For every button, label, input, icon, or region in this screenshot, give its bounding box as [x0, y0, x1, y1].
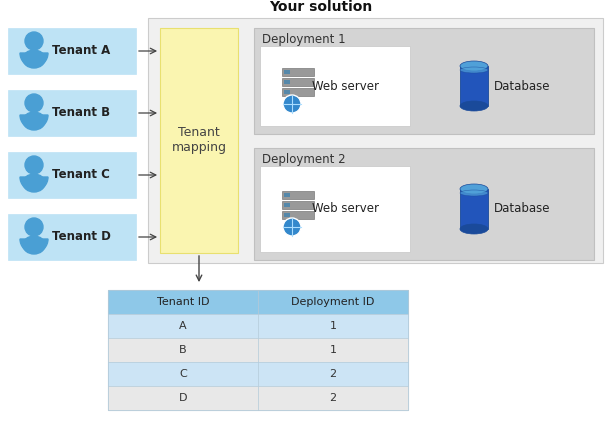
- Ellipse shape: [460, 184, 488, 194]
- Bar: [8, 28, 136, 74]
- Circle shape: [25, 32, 43, 50]
- Bar: [260, 46, 410, 126]
- Wedge shape: [20, 115, 48, 129]
- Ellipse shape: [460, 61, 488, 71]
- Text: Database: Database: [494, 202, 551, 215]
- Text: Tenant B: Tenant B: [52, 106, 110, 120]
- Bar: [108, 290, 408, 410]
- Circle shape: [25, 94, 43, 112]
- Bar: [8, 152, 136, 198]
- Circle shape: [25, 156, 43, 174]
- Text: Web server: Web server: [312, 202, 378, 215]
- Ellipse shape: [23, 174, 45, 192]
- Text: Database: Database: [494, 79, 551, 93]
- Text: Your solution: Your solution: [269, 0, 373, 14]
- Bar: [258, 338, 408, 362]
- Bar: [108, 386, 258, 410]
- Text: 2: 2: [329, 393, 337, 403]
- Ellipse shape: [460, 224, 488, 234]
- Bar: [282, 191, 314, 199]
- Text: 1: 1: [329, 345, 337, 355]
- Bar: [108, 314, 258, 338]
- Text: 1: 1: [329, 321, 337, 331]
- Bar: [460, 66, 488, 106]
- Ellipse shape: [460, 190, 488, 196]
- Bar: [284, 90, 290, 94]
- Bar: [258, 362, 408, 386]
- Bar: [148, 18, 603, 263]
- Ellipse shape: [460, 67, 488, 73]
- Text: A: A: [179, 321, 187, 331]
- Bar: [160, 28, 238, 253]
- Text: Deployment ID: Deployment ID: [291, 297, 375, 307]
- Bar: [282, 201, 314, 209]
- Wedge shape: [20, 239, 48, 253]
- Bar: [258, 386, 408, 410]
- Bar: [284, 70, 290, 74]
- Bar: [108, 290, 258, 314]
- Bar: [258, 290, 408, 314]
- Circle shape: [283, 218, 301, 236]
- Bar: [254, 148, 594, 260]
- Ellipse shape: [460, 101, 488, 111]
- Circle shape: [283, 95, 301, 113]
- Bar: [108, 362, 258, 386]
- Wedge shape: [20, 177, 48, 191]
- Text: Web server: Web server: [312, 79, 378, 93]
- Bar: [282, 68, 314, 76]
- Bar: [260, 166, 410, 252]
- Bar: [282, 88, 314, 96]
- Bar: [282, 211, 314, 219]
- Bar: [8, 90, 136, 136]
- Text: D: D: [179, 393, 187, 403]
- Text: Tenant D: Tenant D: [52, 230, 111, 244]
- Bar: [108, 338, 258, 362]
- Bar: [282, 78, 314, 86]
- Text: Deployment 2: Deployment 2: [262, 154, 346, 166]
- Circle shape: [25, 218, 43, 236]
- Text: Tenant
mapping: Tenant mapping: [171, 127, 226, 154]
- Bar: [258, 314, 408, 338]
- Bar: [460, 189, 488, 229]
- Bar: [8, 214, 136, 260]
- Wedge shape: [20, 53, 48, 67]
- Ellipse shape: [23, 112, 45, 130]
- Text: Tenant A: Tenant A: [52, 45, 110, 57]
- Text: B: B: [179, 345, 187, 355]
- Ellipse shape: [23, 50, 45, 68]
- Text: 2: 2: [329, 369, 337, 379]
- Text: Tenant ID: Tenant ID: [157, 297, 209, 307]
- Bar: [284, 213, 290, 217]
- Text: Tenant C: Tenant C: [52, 169, 110, 181]
- Bar: [254, 28, 594, 134]
- Ellipse shape: [23, 236, 45, 254]
- Bar: [284, 80, 290, 84]
- Text: Deployment 1: Deployment 1: [262, 33, 346, 46]
- Text: C: C: [179, 369, 187, 379]
- Bar: [284, 193, 290, 197]
- Bar: [284, 203, 290, 207]
